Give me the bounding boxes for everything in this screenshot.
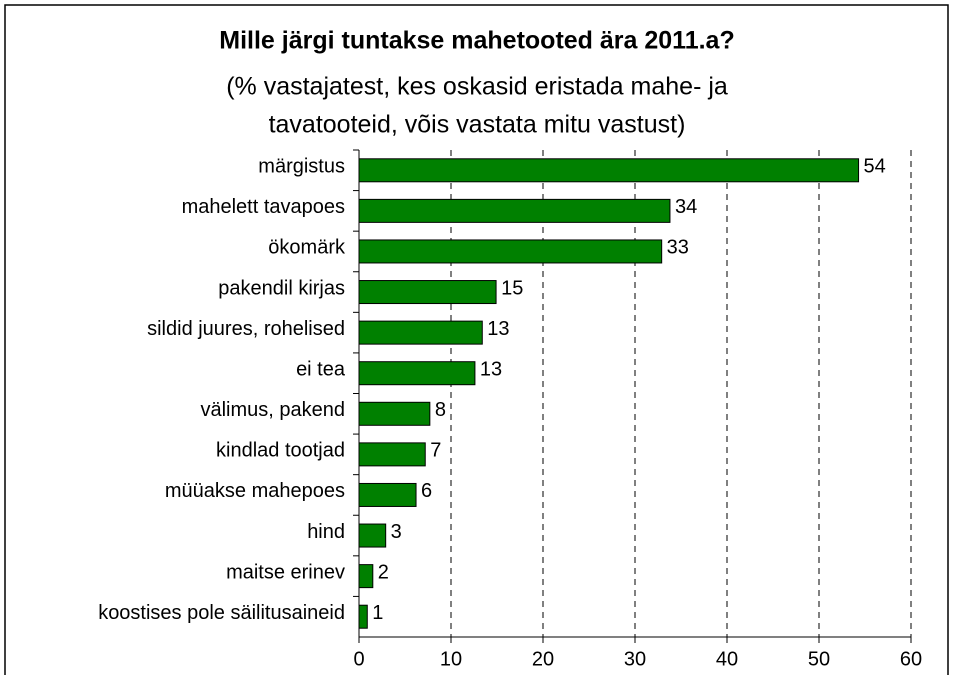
x-tick-label: 60 bbox=[900, 648, 922, 670]
data-label: 34 bbox=[675, 196, 697, 218]
x-tick-label: 40 bbox=[716, 648, 738, 670]
y-tick-label: pakendil kirjas bbox=[218, 277, 345, 299]
data-label: 2 bbox=[378, 561, 389, 583]
bar bbox=[358, 482, 417, 507]
y-tick-label: ei tea bbox=[296, 358, 346, 380]
data-label: 1 bbox=[372, 602, 383, 624]
y-tick-label: ökomärk bbox=[268, 237, 346, 259]
bar bbox=[358, 442, 426, 467]
data-label: 6 bbox=[421, 480, 432, 502]
y-tick-label: sildid juures, rohelised bbox=[147, 318, 345, 340]
bar bbox=[358, 361, 476, 386]
x-tick-label: 20 bbox=[532, 648, 554, 670]
data-label: 54 bbox=[864, 156, 886, 178]
data-label: 13 bbox=[487, 318, 509, 340]
bar bbox=[358, 320, 483, 345]
data-label: 8 bbox=[435, 399, 446, 421]
y-tick-label: mahelett tavapoes bbox=[182, 196, 345, 218]
data-label: 33 bbox=[667, 237, 689, 259]
bar bbox=[358, 401, 431, 426]
data-label: 3 bbox=[391, 521, 402, 543]
x-tick-label: 10 bbox=[440, 648, 462, 670]
x-tick-label: 0 bbox=[353, 648, 364, 670]
y-tick-label: kindlad tootjad bbox=[216, 440, 345, 462]
y-tick-label: hind bbox=[307, 521, 345, 543]
bar bbox=[358, 158, 860, 183]
chart-title: Mille järgi tuntakse mahetooted ära 2011… bbox=[219, 27, 734, 55]
data-label: 7 bbox=[430, 440, 441, 462]
y-tick-label: koostises pole säilitusaineid bbox=[98, 602, 345, 624]
bar bbox=[358, 239, 663, 264]
x-tick-label: 30 bbox=[624, 648, 646, 670]
bar bbox=[358, 604, 368, 629]
bar bbox=[358, 523, 387, 548]
bar bbox=[358, 198, 671, 223]
frame bbox=[4, 4, 949, 675]
data-label: 13 bbox=[480, 358, 502, 380]
chart-subtitle: (% vastajatest, kes oskasid eristada mah… bbox=[226, 73, 728, 101]
bar bbox=[358, 280, 497, 305]
x-tick-label: 50 bbox=[808, 648, 830, 670]
chart-subtitle: tavatooteid, võis vastata mitu vastust) bbox=[269, 111, 686, 139]
data-label: 15 bbox=[501, 277, 523, 299]
y-tick-label: müüakse mahepoes bbox=[165, 480, 345, 502]
bar bbox=[358, 564, 374, 589]
y-tick-label: märgistus bbox=[258, 156, 345, 178]
y-tick-label: maitse erinev bbox=[226, 561, 345, 583]
y-tick-label: välimus, pakend bbox=[200, 399, 345, 421]
